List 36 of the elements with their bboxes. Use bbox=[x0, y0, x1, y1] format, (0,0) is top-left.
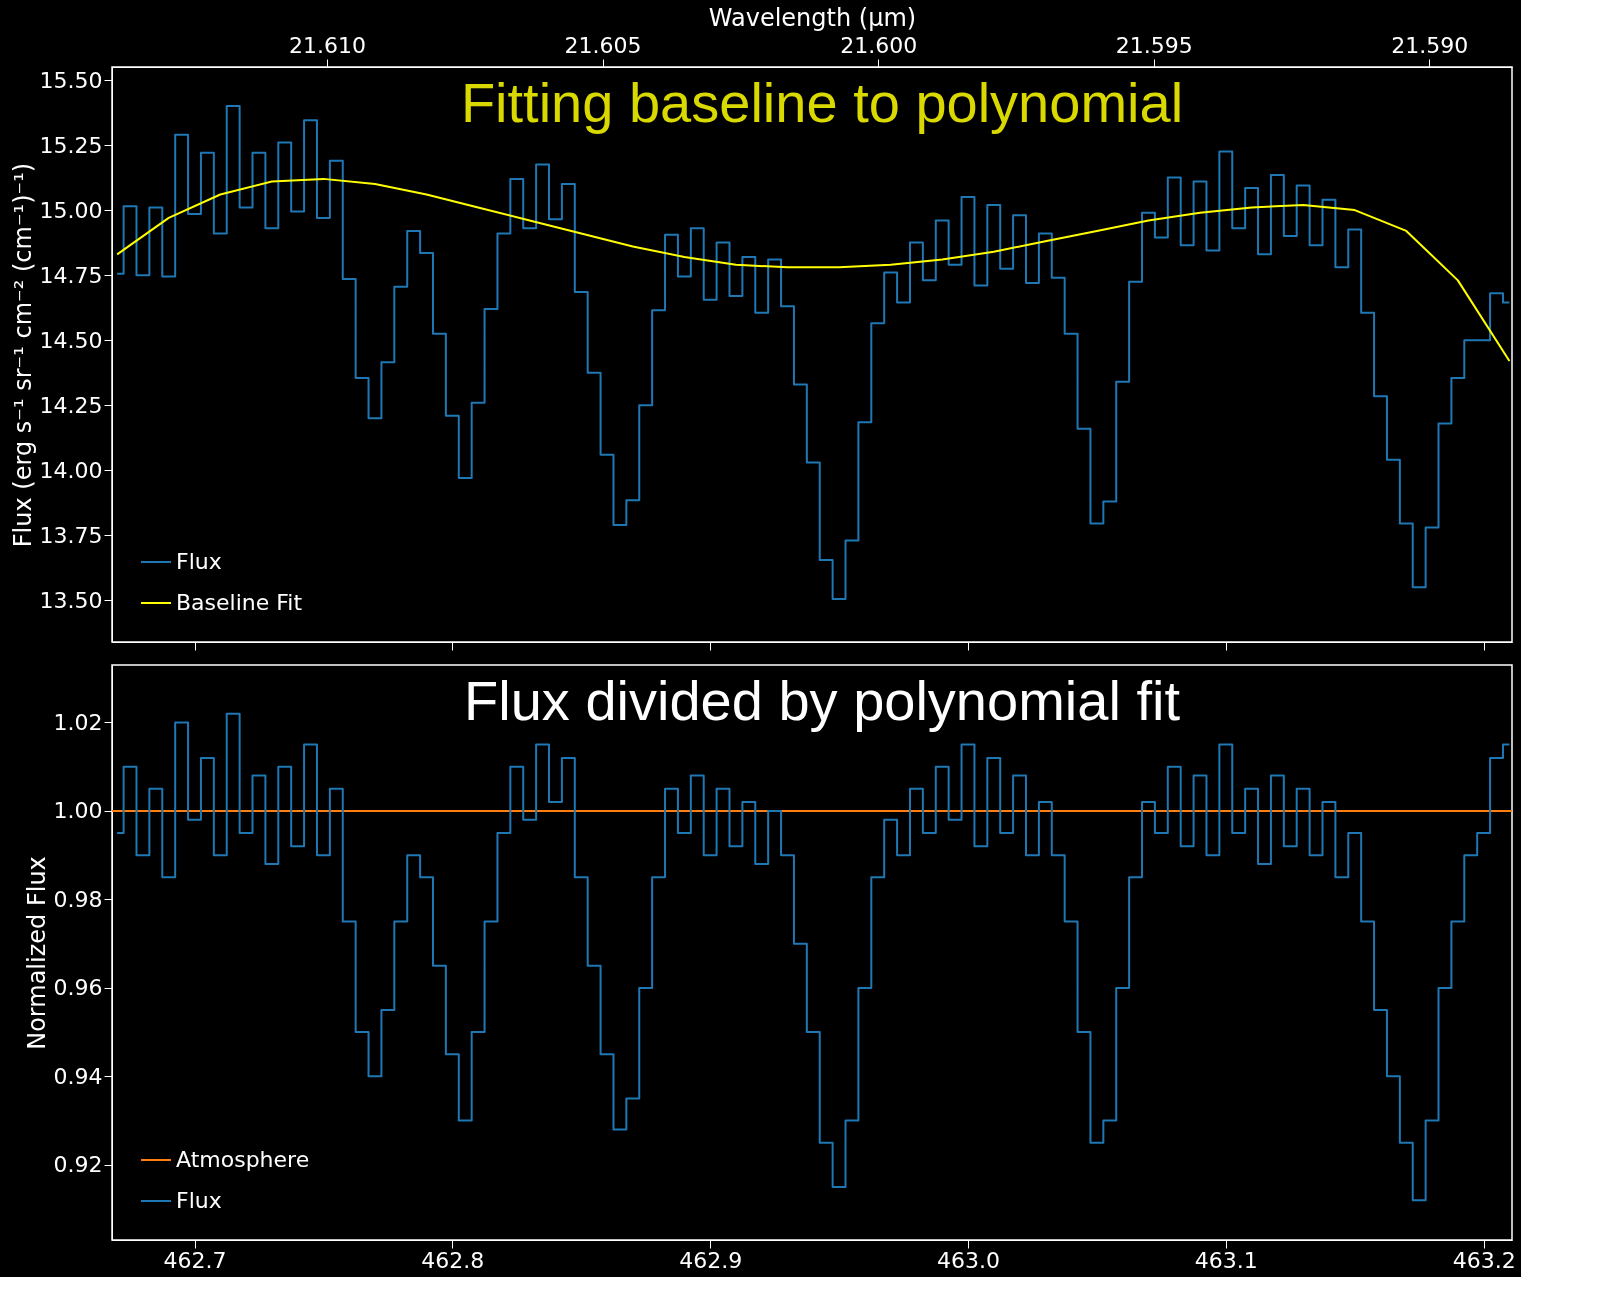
x2-tick-label: 21.590 bbox=[1391, 32, 1469, 58]
legend-label: Flux bbox=[176, 1188, 222, 1213]
x-tick-label: 463.1 bbox=[1194, 1247, 1258, 1273]
x-tick-label: 462.8 bbox=[421, 1247, 485, 1273]
y-axis-title: Flux (erg s⁻¹ sr⁻¹ cm⁻² (cm⁻¹)⁻¹) bbox=[8, 162, 37, 548]
y-tick-label: 15.25 bbox=[39, 132, 103, 158]
y-tick-label: 14.00 bbox=[39, 457, 103, 483]
legend-label: Flux bbox=[176, 549, 222, 574]
chart-title: Fitting baseline to polynomial bbox=[460, 71, 1184, 134]
y-tick-label: 15.50 bbox=[39, 67, 103, 93]
y-tick-label: 0.92 bbox=[53, 1152, 103, 1178]
x-tick-label: 462.9 bbox=[679, 1247, 743, 1273]
y-tick-label: 0.96 bbox=[53, 975, 103, 1001]
y-tick-label: 14.50 bbox=[39, 327, 103, 353]
x2-tick-label: 21.595 bbox=[1115, 32, 1193, 58]
y-tick-label: 1.00 bbox=[53, 798, 103, 824]
y-tick-label: 15.00 bbox=[39, 197, 103, 223]
y-tick-label: 13.75 bbox=[39, 522, 103, 548]
x2-tick-label: 21.600 bbox=[840, 32, 918, 58]
x2-axis-title: Wavelength (µm) bbox=[708, 3, 917, 32]
y-tick-label: 1.02 bbox=[53, 710, 103, 735]
y-tick-label: 0.94 bbox=[53, 1063, 103, 1089]
legend-label: Atmosphere bbox=[176, 1147, 310, 1172]
x-tick-label: 463.0 bbox=[936, 1247, 1000, 1273]
x2-tick-label: 21.610 bbox=[288, 32, 366, 58]
x-tick-label: 463.2 bbox=[1452, 1247, 1516, 1273]
y-tick-label: 13.50 bbox=[39, 587, 103, 613]
y-tick-label: 14.75 bbox=[39, 262, 103, 288]
line-series bbox=[116, 177, 1511, 363]
x2-tick-label: 21.605 bbox=[564, 32, 642, 58]
y-axis-title: Normalized Flux bbox=[22, 856, 51, 1050]
x-tick-label: 462.7 bbox=[163, 1247, 227, 1273]
chart-title: Flux divided by polynomial fit bbox=[464, 669, 1181, 732]
y-tick-label: 14.25 bbox=[39, 392, 103, 418]
y-tick-label: 0.98 bbox=[53, 886, 103, 912]
legend-label: Baseline Fit bbox=[176, 590, 303, 615]
